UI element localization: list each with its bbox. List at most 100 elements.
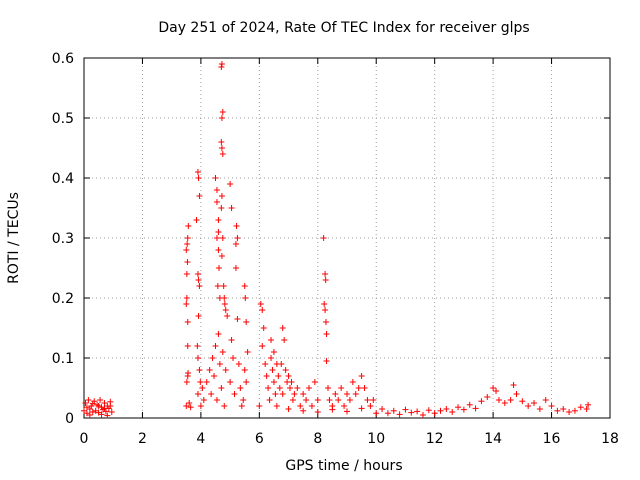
data-point-marker <box>322 307 329 313</box>
data-point-marker <box>243 319 250 325</box>
data-point-marker <box>349 379 356 385</box>
x-tick-label: 6 <box>255 431 264 447</box>
data-point-marker <box>213 187 220 193</box>
data-point-marker <box>221 301 228 307</box>
data-point-marker <box>89 409 96 415</box>
data-point-marker <box>276 385 283 391</box>
data-point-marker <box>104 412 111 419</box>
data-point-marker <box>554 407 561 414</box>
data-point-marker <box>235 361 242 367</box>
data-point-marker <box>344 391 350 397</box>
x-tick-label: 8 <box>313 431 322 447</box>
plot-frame <box>83 57 611 419</box>
y-tick-label: 0 <box>65 411 74 427</box>
data-point-marker <box>183 271 190 277</box>
data-point-marker <box>270 379 277 385</box>
data-point-marker <box>194 271 201 277</box>
data-point-marker <box>408 409 415 416</box>
data-point-marker <box>230 355 237 361</box>
data-point-marker <box>256 403 263 409</box>
data-point-marker <box>443 406 450 412</box>
data-point-marker <box>195 175 202 181</box>
y-tick-label: 0.5 <box>52 111 74 127</box>
data-point-marker <box>294 385 301 391</box>
data-point-marker <box>466 401 473 408</box>
data-point-marker <box>227 181 234 187</box>
axis-ticks <box>83 57 611 419</box>
data-point-marker <box>306 385 313 391</box>
data-point-marker <box>241 283 248 289</box>
data-point-marker <box>560 406 567 412</box>
data-point-marker <box>199 385 206 391</box>
data-point-marker <box>583 406 590 412</box>
data-point-marker <box>285 406 292 412</box>
data-point-marker <box>525 403 532 409</box>
data-point-marker <box>355 385 362 391</box>
data-point-marker <box>102 408 109 415</box>
data-point-marker <box>414 408 421 415</box>
data-point-marker <box>285 373 292 379</box>
data-point-marker <box>203 379 210 385</box>
data-point-marker <box>300 391 307 397</box>
data-point-marker <box>184 259 191 265</box>
data-point-marker <box>241 367 248 373</box>
data-point-marker <box>460 406 467 413</box>
data-point-marker <box>325 385 332 391</box>
data-point-marker <box>344 408 350 415</box>
data-point-marker <box>98 411 105 418</box>
data-point-marker <box>101 400 108 406</box>
data-point-marker <box>268 355 275 361</box>
data-point-marker <box>197 379 204 385</box>
data-point-marker <box>352 391 359 397</box>
y-tick-labels: 0 0.1 0.2 0.3 0.4 0.5 0.6 <box>52 51 74 427</box>
y-tick-label: 0.2 <box>52 291 74 307</box>
data-point-marker <box>194 391 201 397</box>
data-point-marker <box>195 277 202 283</box>
y-tick-label: 0.6 <box>52 51 74 67</box>
data-point-marker <box>478 398 485 405</box>
data-point-marker <box>216 361 223 367</box>
y-tick-label: 0.1 <box>52 351 74 367</box>
data-point-marker <box>323 331 330 337</box>
data-point-marker <box>218 61 225 67</box>
data-point-marker <box>396 411 403 418</box>
data-point-marker <box>94 401 101 408</box>
x-tick-label: 4 <box>196 431 205 447</box>
data-point-marker <box>218 139 225 145</box>
data-point-marker <box>183 379 190 385</box>
data-point-marker <box>222 307 229 313</box>
data-point-marker <box>260 325 267 331</box>
data-point-marker <box>259 307 266 313</box>
data-point-marker <box>184 319 191 325</box>
data-point-marker <box>571 407 578 414</box>
data-point-marker <box>288 379 295 385</box>
data-point-marker <box>358 373 365 379</box>
data-point-marker <box>82 400 89 406</box>
data-point-marker <box>341 403 348 409</box>
data-point-marker <box>185 370 192 376</box>
x-tick-label: 12 <box>426 431 444 447</box>
data-point-marker <box>216 265 223 271</box>
data-point-marker <box>346 397 353 403</box>
data-points <box>81 61 592 419</box>
y-axis-label: ROTI / TECUs <box>6 192 22 284</box>
data-point-marker <box>95 403 102 409</box>
data-point-marker <box>495 397 502 403</box>
data-point-marker <box>542 397 549 403</box>
data-point-marker <box>206 367 213 373</box>
data-point-marker <box>89 400 96 407</box>
data-point-marker <box>193 217 200 223</box>
data-point-marker <box>227 379 234 385</box>
data-point-marker <box>531 400 538 406</box>
data-point-marker <box>195 313 202 319</box>
data-point-marker <box>228 205 235 211</box>
data-point-marker <box>101 405 108 412</box>
data-point-marker <box>268 337 275 343</box>
data-point-marker <box>308 403 315 409</box>
data-point-marker <box>184 241 191 247</box>
data-point-marker <box>220 283 227 289</box>
data-point-marker <box>279 391 286 397</box>
data-point-marker <box>384 410 391 417</box>
data-point-marker <box>303 397 310 403</box>
data-point-marker <box>233 223 240 229</box>
